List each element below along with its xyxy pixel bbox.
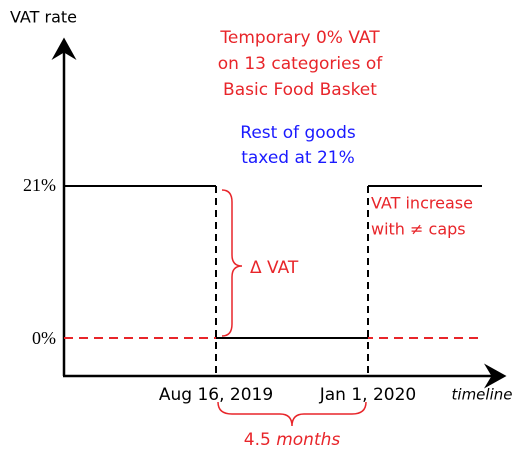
note-line: with ≠ caps [371,220,466,239]
delta-label: Δ VAT [250,258,299,278]
note-line: Basic Food Basket [223,80,377,100]
delta-brace [221,189,243,337]
duration-number: 4.5 [244,430,271,449]
note-line: taxed at 21% [241,148,355,168]
note-line: on 13 categories of [218,54,384,74]
note-line: VAT increase [371,194,473,213]
duration-label: 4.5 months [244,430,341,449]
level-label: 21% [23,175,56,195]
note-line: Temporary 0% VAT [219,28,380,48]
y-axis-label: VAT rate [10,8,77,27]
duration-unit: months [276,430,340,449]
duration-brace [217,401,367,427]
x-axis-label: timeline [452,386,513,404]
date-label: Jan 1, 2020 [319,385,417,405]
note-line: Rest of goods [240,123,356,143]
date-label: Aug 16, 2019 [159,385,273,405]
level-label: 0% [32,328,56,348]
